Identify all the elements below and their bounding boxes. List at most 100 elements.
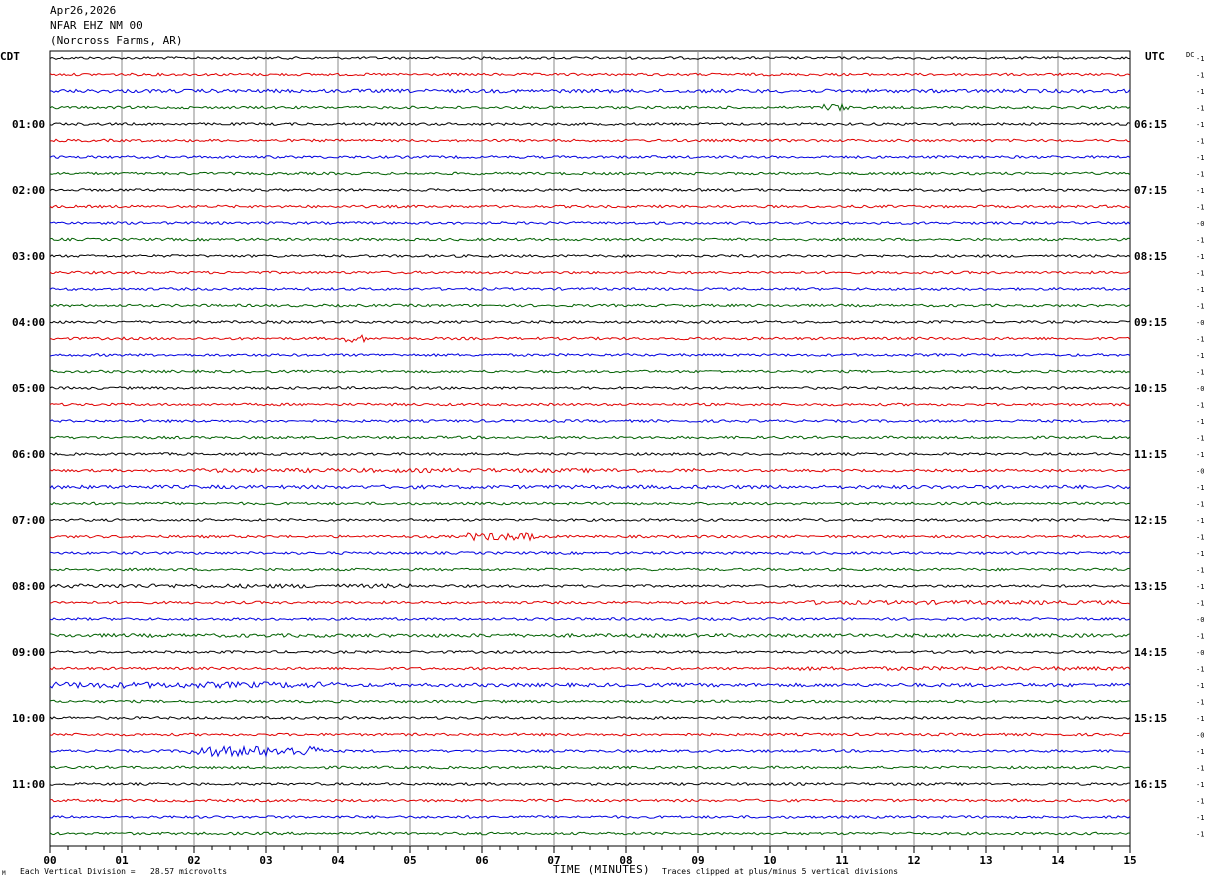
trace-line (49, 418, 1131, 424)
dc-offset-label: -1 (1196, 798, 1204, 806)
dc-offset-label: -0 (1196, 732, 1204, 740)
trace-line (49, 680, 1131, 690)
x-tick-label: 13 (979, 854, 992, 867)
label-group: -1 -1 -1 -1 -1 -1 -1 -1 -1 -1 -0 -1 -1 -1 -1 -1 -0 -1 -1 -1… (12, 51, 1204, 839)
trace-line (49, 402, 1131, 407)
chart-grid (49, 50, 1131, 847)
dc-offset-label: -0 (1196, 468, 1204, 476)
trace-line (49, 88, 1131, 94)
trace-line (49, 732, 1130, 737)
x-tick-label: 01 (115, 854, 129, 867)
dc-offset-label: -1 (1196, 765, 1204, 773)
left-hour-label: 06:00 (12, 448, 45, 461)
right-hour-label: 10:15 (1134, 382, 1167, 395)
dc-offset-label: -1 (1196, 831, 1204, 839)
dc-offset-label: -0 (1196, 616, 1204, 624)
dc-offset-label: -1 (1196, 550, 1204, 558)
dc-offset-label: -1 (1196, 633, 1204, 641)
dc-offset-label: -1 (1196, 154, 1204, 162)
trace-line (49, 270, 1131, 275)
trace-line (49, 451, 1131, 457)
left-hour-label: 10:00 (12, 712, 45, 725)
trace-line (49, 649, 1131, 654)
trace-group (49, 56, 1131, 836)
trace-line (49, 765, 1131, 770)
left-hour-label: 08:00 (12, 580, 45, 593)
dc-offset-label: -1 (1196, 187, 1204, 195)
trace-line (49, 567, 1131, 572)
dc-offset-label: -1 (1196, 534, 1204, 542)
x-tick-label: 02 (187, 854, 200, 867)
trace-line (49, 583, 1131, 589)
right-hour-label: 16:15 (1134, 778, 1167, 791)
dc-offset-label: -1 (1196, 418, 1204, 426)
dc-offset-label: -1 (1196, 138, 1204, 146)
trace-line (49, 599, 1131, 606)
dc-offset-label: -0 (1196, 385, 1204, 393)
x-tick-label: 05 (403, 854, 416, 867)
right-hour-label: 07:15 (1134, 184, 1167, 197)
trace-line (49, 303, 1131, 308)
x-tick-label: 04 (331, 854, 345, 867)
right-hour-label: 09:15 (1134, 316, 1167, 329)
dc-offset-label: -1 (1196, 88, 1204, 96)
trace-line (49, 154, 1131, 159)
x-tick-label: 10 (763, 854, 776, 867)
plot-frame (49, 50, 1131, 847)
x-axis-title: TIME (MINUTES) (553, 863, 650, 876)
trace-line (49, 699, 1130, 704)
dc-offset-label: -1 (1196, 567, 1204, 575)
dc-offset-label: -1 (1196, 781, 1204, 789)
trace-line (49, 517, 1131, 522)
dc-offset-label: -1 (1196, 451, 1204, 459)
x-tick-label: 11 (835, 854, 849, 867)
trace-line (49, 617, 1131, 622)
footer-clip-note: Traces clipped at plus/minus 5 vertical … (662, 867, 899, 876)
x-tick-label: 07 (547, 854, 560, 867)
right-hour-label: 12:15 (1134, 514, 1167, 527)
header-date: Apr26,2026 (50, 4, 117, 17)
dc-offset-label: -1 (1196, 682, 1204, 690)
trace-line (49, 665, 1131, 672)
x-tick-label: 08 (619, 854, 632, 867)
dc-offset-label: -1 (1196, 336, 1204, 344)
dc-offset-label: -1 (1196, 105, 1204, 113)
dc-offset-label: -1 (1196, 55, 1204, 63)
trace-line (49, 632, 1131, 639)
trace-line (49, 254, 1131, 259)
x-tick-label: 03 (259, 854, 272, 867)
dc-offset-label: -0 (1196, 220, 1204, 228)
trace-line (49, 532, 1131, 542)
dc-offset-label: -0 (1196, 649, 1204, 657)
right-hour-label: 06:15 (1134, 118, 1167, 131)
trace-line (49, 237, 1131, 242)
x-tick-label: 09 (691, 854, 704, 867)
dc-offset-label: -1 (1196, 517, 1204, 525)
trace-line (49, 319, 1131, 324)
header-station: NFAR EHZ NM 00 (50, 19, 143, 32)
trace-line (49, 221, 1131, 226)
dc-offset-label: -1 (1196, 666, 1204, 674)
trace-line (49, 484, 1131, 490)
dc-label: DC (1186, 51, 1194, 59)
trace-line (49, 798, 1131, 803)
footer-corner-mark: M (2, 870, 6, 877)
dc-offset-label: -1 (1196, 270, 1204, 278)
trace-line (49, 781, 1130, 787)
dc-offset-label: -1 (1196, 369, 1204, 377)
right-timezone-label: UTC (1145, 50, 1165, 63)
trace-line (49, 353, 1131, 358)
left-hour-label: 05:00 (12, 382, 45, 395)
right-hour-label: 14:15 (1134, 646, 1167, 659)
right-hour-label: 15:15 (1134, 712, 1167, 725)
left-hour-label: 07:00 (12, 514, 45, 527)
trace-line (49, 385, 1131, 391)
trace-line (49, 551, 1131, 555)
right-hour-label: 11:15 (1134, 448, 1167, 461)
trace-line (49, 56, 1131, 60)
dc-offset-label: -1 (1196, 286, 1204, 294)
header-location: (Norcross Farms, AR) (50, 34, 183, 47)
trace-line (49, 102, 1131, 112)
trace-line (49, 716, 1131, 721)
dc-offset-label: -1 (1196, 402, 1204, 410)
